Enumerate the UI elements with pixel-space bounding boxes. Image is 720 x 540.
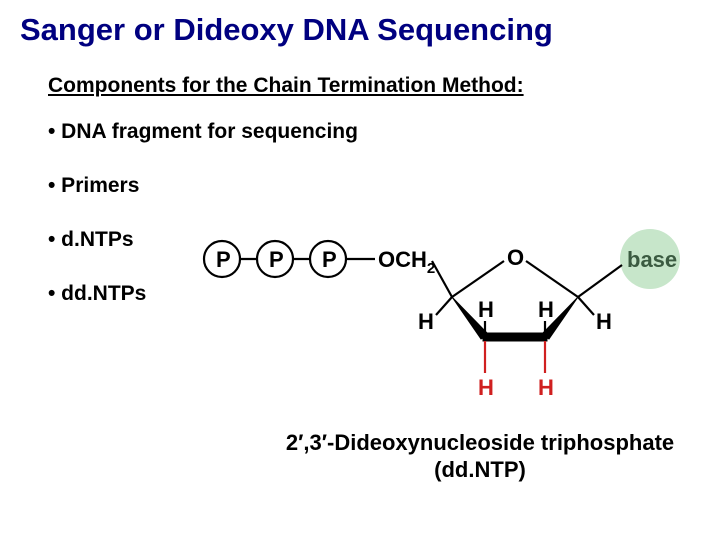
caption-line2: (dd.NTP) (434, 457, 526, 482)
ddntp-structure-diagram: P P P OCH2 O base (200, 225, 690, 500)
phosphate-2-letter: P (269, 247, 284, 272)
ddntp-svg: P P P OCH2 O base (200, 225, 690, 500)
ring-oxygen: O (507, 245, 524, 270)
och2-label: OCH2 (378, 247, 435, 277)
bond-och2-c4 (432, 261, 452, 297)
h-3prime-red: H (478, 375, 494, 400)
bond-c4-h (436, 297, 452, 315)
bullet-dna-fragment: • DNA fragment for sequencing (48, 120, 702, 144)
bond-o-c1 (526, 261, 578, 297)
base-label: base (627, 247, 677, 272)
phosphate-3-letter: P (322, 247, 337, 272)
components-subtitle: Components for the Chain Termination Met… (48, 74, 702, 98)
h-c1: H (596, 309, 612, 334)
h-c3-up: H (478, 297, 494, 322)
bond-c1-h (578, 297, 594, 315)
phosphate-1-letter: P (216, 247, 231, 272)
bond-c3-c2-front (483, 333, 547, 341)
bond-c1-base (578, 265, 622, 297)
slide: Sanger or Dideoxy DNA Sequencing Compone… (0, 0, 720, 540)
h-2prime-red: H (538, 375, 554, 400)
slide-title: Sanger or Dideoxy DNA Sequencing (20, 12, 702, 48)
bond-c4-o (452, 261, 504, 297)
h-c4: H (418, 309, 434, 334)
bullet-primers: • Primers (48, 174, 702, 198)
h-c2-up: H (538, 297, 554, 322)
caption-line1: 2′,3′-Dideoxynucleoside triphosphate (286, 430, 674, 455)
